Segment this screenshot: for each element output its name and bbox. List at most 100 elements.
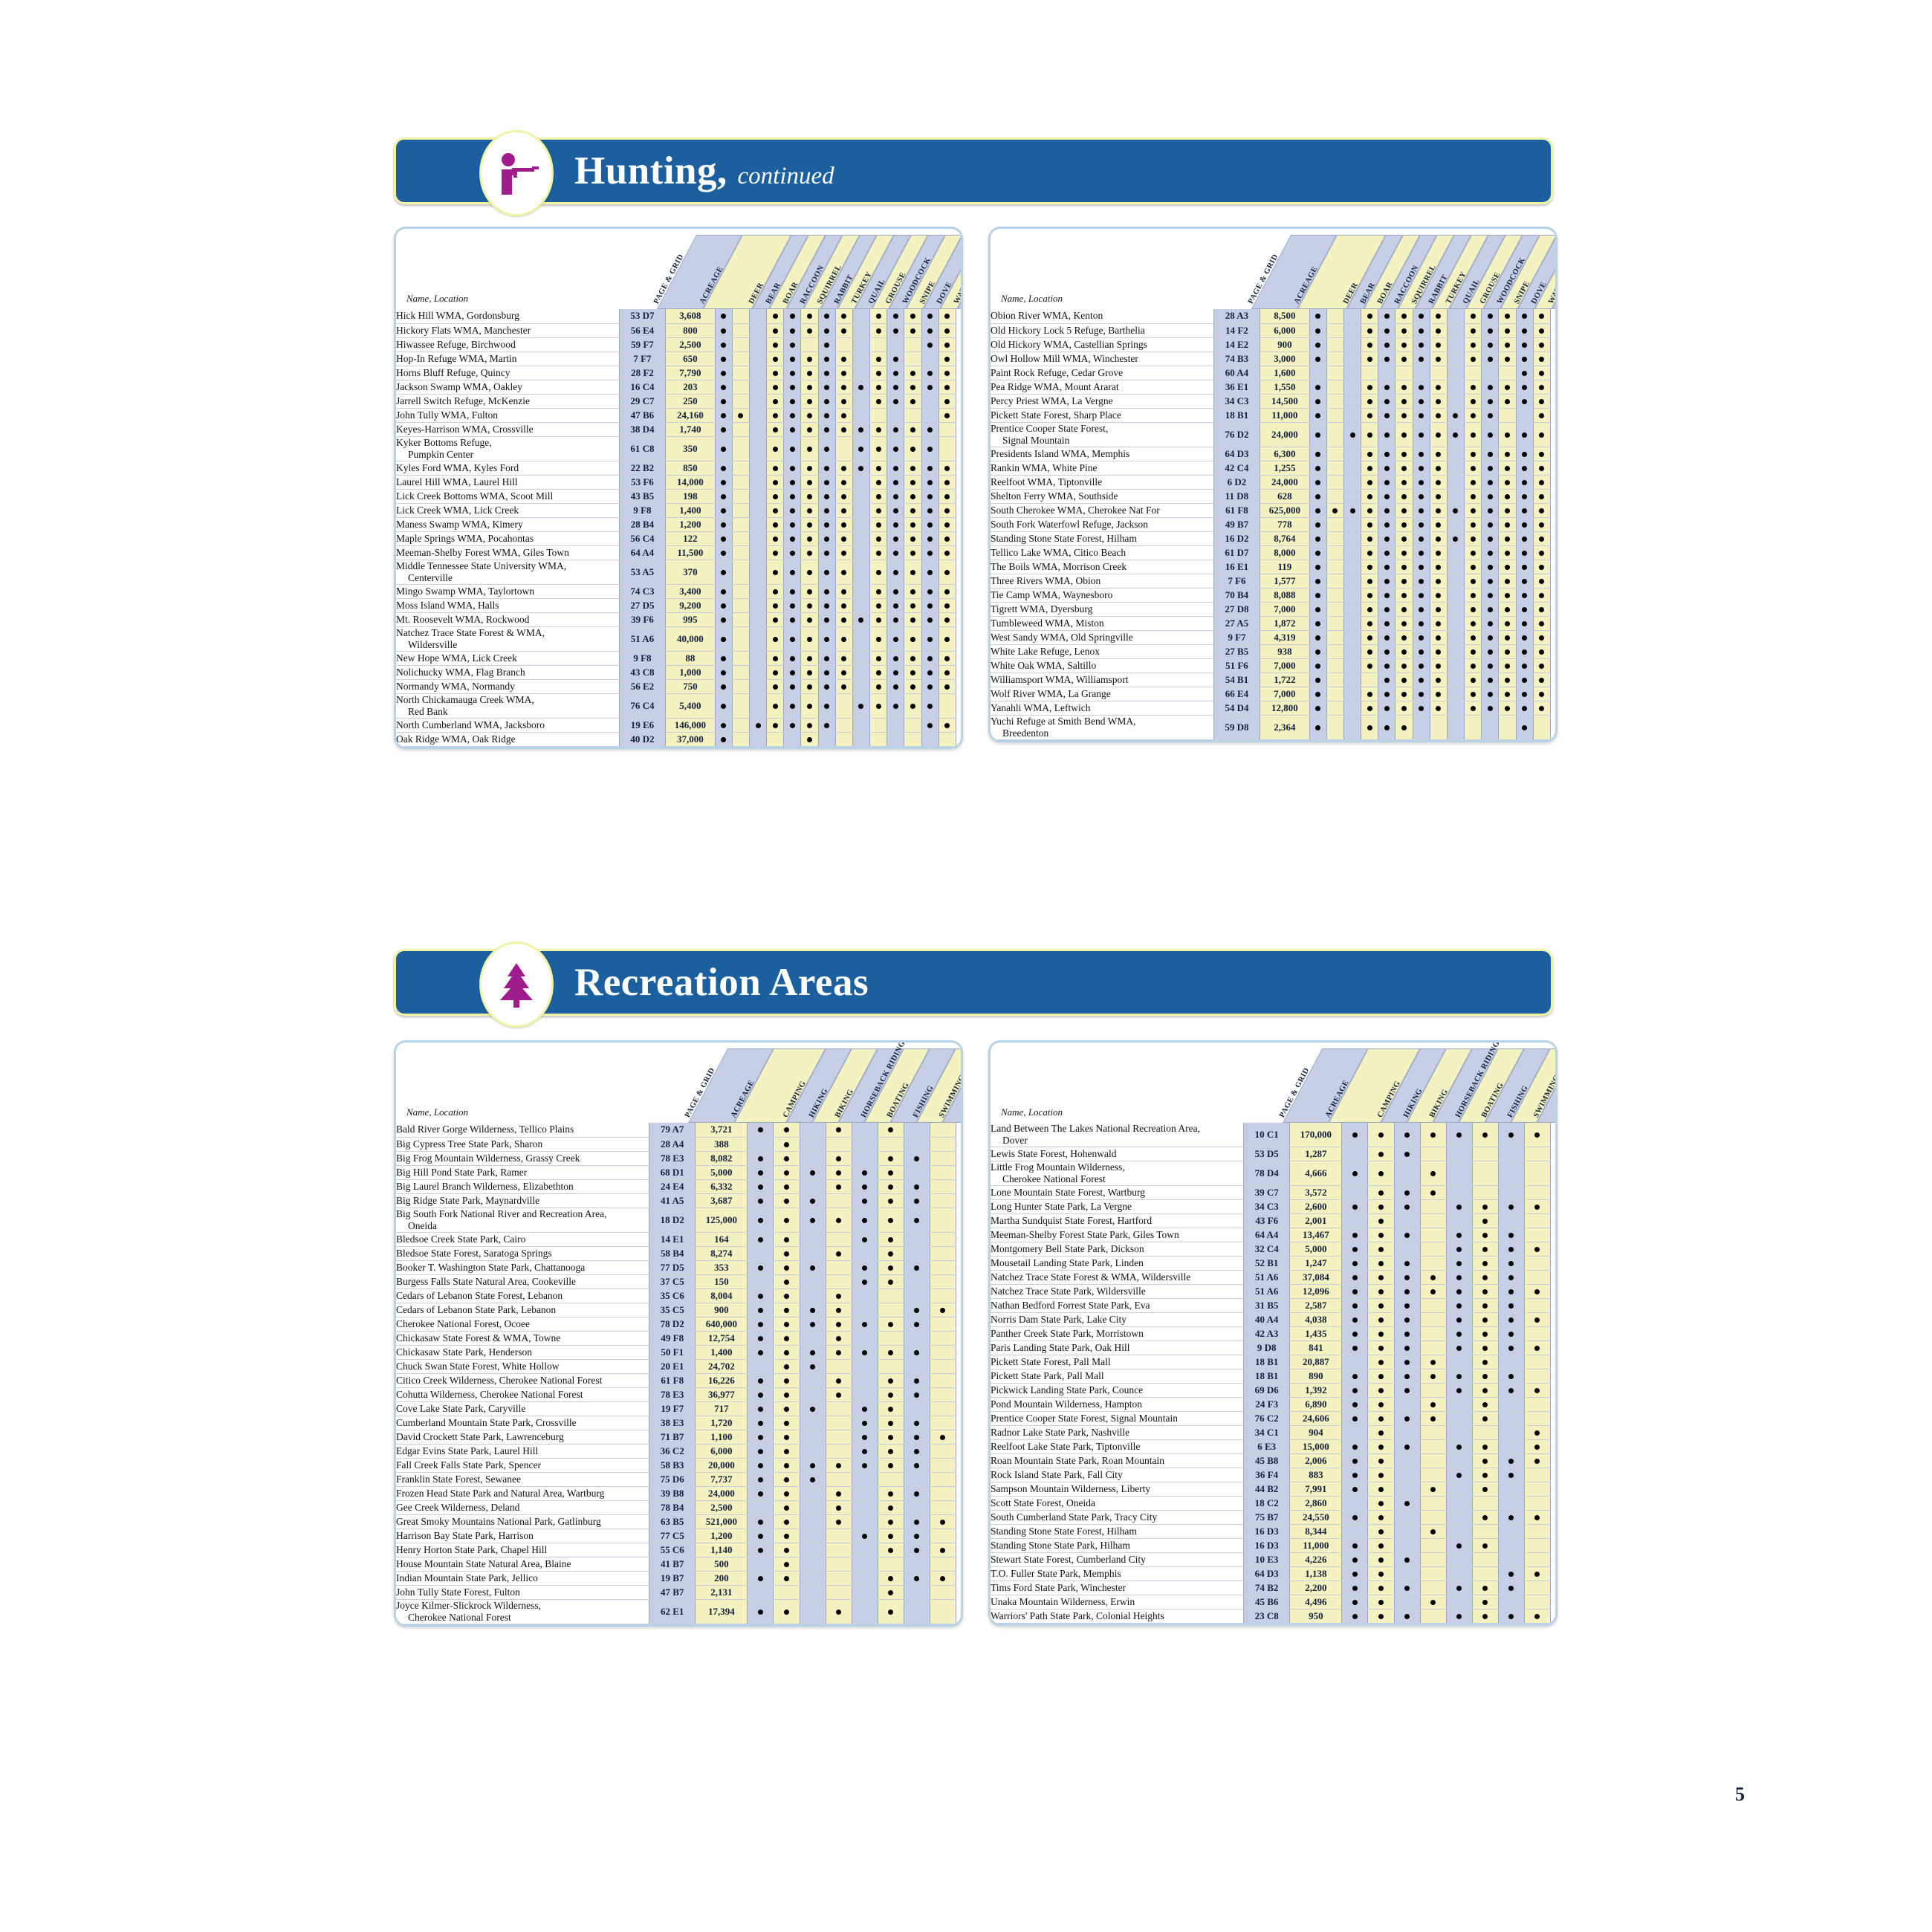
- row-name-location: West Sandy WMA, Old Springville: [991, 630, 1214, 645]
- row-activity-cell: [714, 679, 733, 694]
- row-activity-cell: [1412, 309, 1430, 324]
- row-activity-cell: [938, 337, 957, 352]
- row-activity-cell: [1464, 644, 1482, 659]
- row-acreage: 24,702: [695, 1359, 748, 1374]
- row-activity-cell: [1464, 447, 1482, 461]
- activity-dot-icon: [888, 1519, 894, 1525]
- row-activity-cell: [1419, 1482, 1447, 1497]
- row-activity-cell: [886, 517, 905, 532]
- row-activity-cell: [1523, 1510, 1552, 1525]
- row-activity-cell: [938, 531, 957, 546]
- activity-dot-icon: [1522, 465, 1528, 471]
- row-activity-cell: [1532, 394, 1552, 409]
- row-activity-cell: [1497, 1312, 1525, 1327]
- row-name-location: Moss Island WMA, Halls: [396, 598, 620, 613]
- activity-dot-icon: [927, 446, 933, 452]
- row-acreage: 8,344: [1289, 1524, 1343, 1539]
- activity-dot-icon: [1482, 1614, 1488, 1619]
- row-activity-cell: [1419, 1552, 1447, 1567]
- activity-dot-icon: [836, 1155, 842, 1161]
- activity-dot-icon: [862, 1321, 868, 1327]
- activity-dot-icon: [1436, 465, 1442, 471]
- activity-dot-icon: [888, 1420, 894, 1426]
- row-page-grid: 39 F6: [618, 612, 667, 627]
- activity-dot-icon: [836, 1491, 842, 1497]
- activity-dot-icon: [1315, 314, 1321, 320]
- row-activity-cell: [1395, 366, 1413, 380]
- row-activity-cell: [1378, 644, 1396, 659]
- row-name-location: Pond Mountain Wilderness, Hampton: [991, 1397, 1244, 1412]
- activity-dot-icon: [888, 1505, 894, 1511]
- row-activity-cell: [1464, 366, 1482, 380]
- hunting-section-title: Hunting, continued: [574, 149, 834, 192]
- activity-dot-icon: [1522, 479, 1528, 485]
- activity-dot-icon: [789, 603, 795, 609]
- table-row: Kyles Ford WMA, Kyles Ford 22 B2 850: [396, 461, 957, 476]
- row-activity-cell: [1412, 337, 1430, 352]
- row-activity-cell: [825, 1543, 852, 1557]
- activity-dot-icon: [721, 703, 727, 709]
- row-activity-cell: [1361, 672, 1379, 687]
- activity-dot-icon: [824, 446, 830, 452]
- row-activity-cell: [1446, 574, 1465, 589]
- row-activity-cell: [748, 380, 768, 395]
- row-activity-cell: [766, 366, 785, 380]
- row-activity-cell: [851, 1317, 878, 1332]
- activity-dot-icon: [757, 1448, 763, 1454]
- row-activity-cell: [834, 517, 853, 532]
- row-name-location: Standing Stone State Forest, Hilham: [991, 1524, 1244, 1539]
- row-activity-cell: [747, 1303, 774, 1317]
- activity-dot-icon: [772, 617, 778, 623]
- table-row: Unaka Mountain Wilderness, Erwin 45 B6 4,4…: [991, 1595, 1552, 1610]
- row-activity-cell: [1497, 1284, 1525, 1299]
- activity-dot-icon: [1436, 606, 1442, 612]
- activity-dot-icon: [1487, 592, 1493, 598]
- row-activity-cell: [1445, 1468, 1473, 1482]
- table-row: Great Smoky Mountains National Park, Gat…: [396, 1514, 957, 1529]
- row-activity-cell: [886, 422, 905, 437]
- row-activity-cell: [929, 1274, 957, 1289]
- row-activity-cell: [1429, 658, 1448, 673]
- activity-dot-icon: [1504, 677, 1510, 683]
- row-activity-cell: [1471, 1123, 1499, 1147]
- row-activity-cell: [1343, 422, 1362, 447]
- activity-dot-icon: [1419, 536, 1424, 542]
- row-activity-cell: [903, 1246, 930, 1261]
- row-activity-cell: [1445, 1482, 1473, 1497]
- row-activity-cell: [825, 1500, 852, 1515]
- row-activity-cell: [903, 1151, 930, 1166]
- activity-dot-icon: [1522, 649, 1528, 655]
- row-activity-cell: [904, 489, 922, 504]
- activity-dot-icon: [757, 1462, 763, 1468]
- activity-dot-icon: [1522, 691, 1528, 697]
- row-activity-cell: [1309, 658, 1327, 673]
- activity-dot-icon: [1315, 578, 1321, 584]
- activity-dot-icon: [1419, 432, 1424, 438]
- row-activity-cell: [766, 422, 785, 437]
- row-activity-cell: [1341, 1383, 1369, 1398]
- row-activity-cell: [714, 732, 733, 747]
- row-activity-cell: [1367, 1453, 1395, 1468]
- activity-dot-icon: [1453, 412, 1459, 418]
- row-activity-cell: [799, 1151, 826, 1166]
- activity-dot-icon: [757, 1321, 763, 1327]
- activity-dot-icon: [862, 1170, 868, 1176]
- row-activity-cell: [921, 461, 939, 476]
- row-name-location: Hop-In Refuge WMA, Martin: [396, 351, 620, 366]
- row-page-grid: 56 E4: [618, 323, 667, 338]
- row-activity-cell: [1412, 644, 1430, 659]
- row-page-grid: 55 C6: [649, 1543, 696, 1557]
- row-activity-cell: [869, 612, 888, 627]
- row-acreage: 14,000: [665, 475, 716, 490]
- row-activity-cell: [766, 517, 785, 532]
- activity-dot-icon: [1522, 578, 1528, 584]
- activity-dot-icon: [944, 342, 950, 348]
- activity-dot-icon: [841, 655, 847, 661]
- activity-dot-icon: [1453, 432, 1459, 438]
- hunting-table-left-card: Name, Location PAGE & GRID ACREAGE DEER BEAR…: [394, 227, 963, 749]
- row-acreage: 1,720: [695, 1416, 748, 1430]
- activity-dot-icon: [910, 493, 915, 499]
- row-activity-cell: [1343, 531, 1362, 546]
- row-activity-cell: [869, 598, 888, 613]
- row-name-location: Old Hickory WMA, Castellian Springs: [991, 337, 1214, 352]
